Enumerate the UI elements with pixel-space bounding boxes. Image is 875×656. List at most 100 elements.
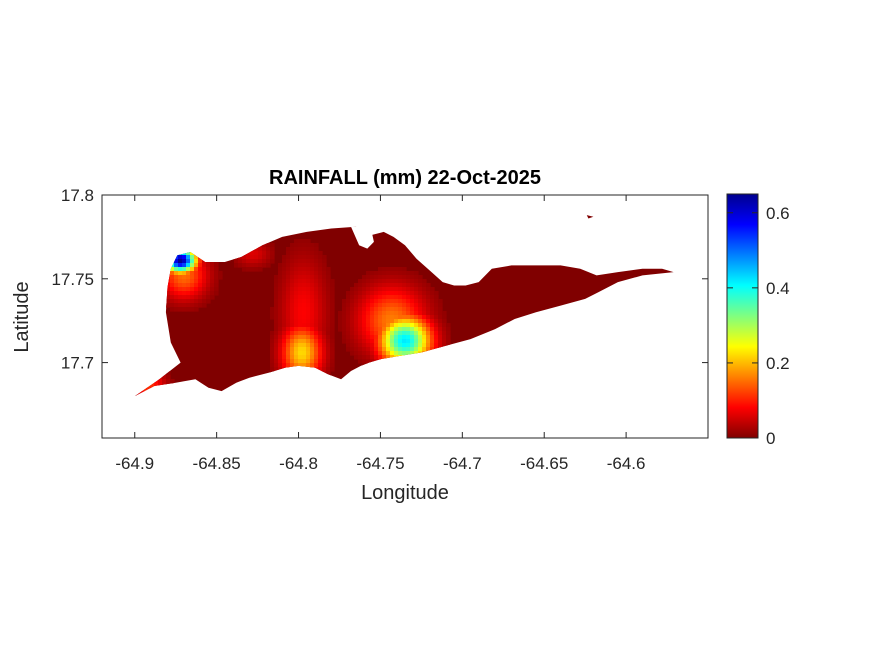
rainfall-cell	[294, 303, 299, 308]
rainfall-cell	[378, 311, 383, 316]
rainfall-cell	[282, 323, 287, 328]
rainfall-cell	[286, 279, 291, 284]
rainfall-cell	[158, 291, 163, 296]
rainfall-cell	[314, 331, 319, 336]
rainfall-cell	[302, 271, 307, 276]
rainfall-cell	[362, 315, 367, 320]
rainfall-cell	[330, 363, 335, 368]
rainfall-cell	[390, 291, 395, 296]
rainfall-cell	[354, 299, 359, 304]
rainfall-cell	[430, 335, 435, 340]
rainfall-cell	[366, 347, 371, 352]
rainfall-cell	[198, 255, 203, 260]
rainfall-cell	[322, 315, 327, 320]
rainfall-cell	[298, 323, 303, 328]
rainfall-cell	[294, 295, 299, 300]
rainfall-cell	[310, 343, 315, 348]
rainfall-cell	[398, 267, 403, 272]
rainfall-cell	[206, 247, 211, 252]
rainfall-cell	[374, 363, 379, 368]
rainfall-cell	[198, 279, 203, 284]
rainfall-cell	[166, 259, 171, 264]
rainfall-cell	[162, 287, 167, 292]
rainfall-cell	[150, 399, 155, 404]
rainfall-cell	[146, 275, 151, 280]
rainfall-cell	[298, 351, 303, 356]
rainfall-cell	[162, 303, 167, 308]
rainfall-cell	[310, 387, 315, 392]
rainfall-cell	[434, 327, 439, 332]
rainfall-cell	[242, 251, 247, 256]
rainfall-cell	[122, 379, 127, 384]
rainfall-cell	[346, 299, 351, 304]
rainfall-cell	[378, 271, 383, 276]
rainfall-cell	[406, 283, 411, 288]
rainfall-cell	[206, 263, 211, 268]
rainfall-cell	[274, 323, 279, 328]
rainfall-cell	[390, 331, 395, 336]
rainfall-cell	[402, 279, 407, 284]
rainfall-cell	[302, 371, 307, 376]
rainfall-cell	[166, 247, 171, 252]
rainfall-cell	[262, 263, 267, 268]
rainfall-cell	[378, 315, 383, 320]
rainfall-cell	[370, 271, 375, 276]
rainfall-cell	[146, 279, 151, 284]
rainfall-cell	[310, 287, 315, 292]
rainfall-cell	[258, 247, 263, 252]
rainfall-cell	[170, 255, 175, 260]
rainfall-cell	[286, 303, 291, 308]
rainfall-cell	[166, 387, 171, 392]
rainfall-cell	[198, 287, 203, 292]
rainfall-cell	[162, 371, 167, 376]
rainfall-cell	[166, 299, 171, 304]
rainfall-cell	[382, 283, 387, 288]
rainfall-cell	[182, 275, 187, 280]
rainfall-cell	[358, 359, 363, 364]
rainfall-cell	[374, 359, 379, 364]
rainfall-cell	[322, 299, 327, 304]
rainfall-cell	[390, 275, 395, 280]
rainfall-cell	[294, 243, 299, 248]
y-tick-label: 17.75	[51, 270, 94, 289]
rainfall-cell	[118, 387, 123, 392]
rainfall-cell	[282, 359, 287, 364]
rainfall-cell	[402, 311, 407, 316]
rainfall-cell	[414, 279, 419, 284]
rainfall-cell	[186, 303, 191, 308]
rainfall-cell	[318, 347, 323, 352]
rainfall-cell	[438, 355, 443, 360]
rainfall-cell	[266, 247, 271, 252]
rainfall-cell	[242, 267, 247, 272]
rainfall-cell	[322, 331, 327, 336]
rainfall-cell	[186, 275, 191, 280]
rainfall-cell	[270, 343, 275, 348]
rainfall-cell	[290, 363, 295, 368]
rainfall-cell	[374, 371, 379, 376]
rainfall-cell	[390, 315, 395, 320]
rainfall-cell	[146, 395, 151, 397]
rainfall-cell	[302, 367, 307, 372]
rainfall-cell	[166, 267, 171, 272]
rainfall-cell	[422, 315, 427, 320]
rainfall-cell	[278, 283, 283, 288]
rainfall-cell	[206, 291, 211, 296]
rainfall-cell	[274, 299, 279, 304]
rainfall-cell	[318, 259, 323, 264]
rainfall-cell	[122, 383, 127, 388]
rainfall-cell	[174, 295, 179, 300]
rainfall-cell	[370, 275, 375, 280]
rainfall-cell	[426, 359, 431, 364]
rainfall-cell	[294, 323, 299, 328]
rainfall-cell	[258, 267, 263, 272]
rainfall-cell	[198, 267, 203, 272]
rainfall-cell	[390, 367, 395, 372]
rainfall-cell	[418, 323, 423, 328]
rainfall-cell	[206, 271, 211, 276]
rainfall-cell	[274, 335, 279, 340]
rainfall-cell	[134, 391, 139, 396]
rainfall-cell	[394, 323, 399, 328]
rainfall-cell	[386, 355, 391, 360]
rainfall-cell	[302, 331, 307, 336]
rainfall-cell	[330, 295, 335, 300]
